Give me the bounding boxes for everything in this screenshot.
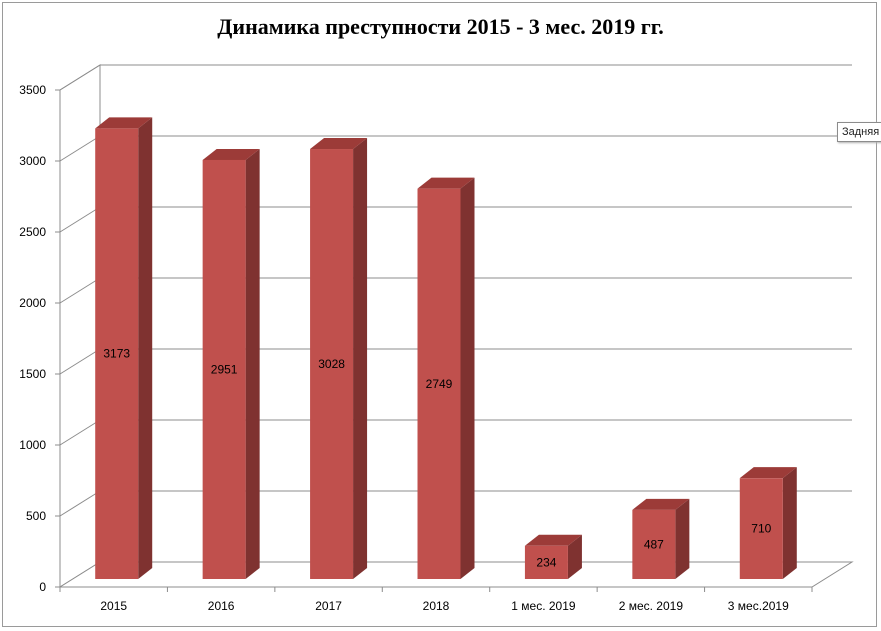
- data-label: 3028: [318, 357, 345, 371]
- side-wall: [59, 64, 101, 588]
- bar: [95, 128, 139, 579]
- bar-top: [310, 138, 368, 150]
- bar-side: [782, 467, 797, 579]
- gridline-diagonal: [59, 206, 101, 233]
- data-label: 3173: [103, 347, 130, 361]
- tooltip: Задняя: [837, 122, 881, 142]
- bar: [417, 188, 461, 579]
- data-label: 710: [751, 522, 771, 536]
- bar: [739, 478, 783, 579]
- x-tick-label: 3 мес.2019: [728, 599, 789, 613]
- bar-side: [353, 138, 368, 580]
- x-tick-label: 2015: [100, 599, 127, 613]
- y-tick-label: 3500: [19, 83, 46, 97]
- bar-top: [632, 498, 690, 510]
- gridline-diagonal: [59, 277, 101, 304]
- bar-top: [202, 148, 260, 160]
- bar: [310, 149, 354, 580]
- y-tick-label: 1000: [19, 438, 46, 452]
- gridline-diagonal: [59, 490, 101, 517]
- gridline-diagonal: [59, 64, 101, 91]
- data-label: 2749: [426, 377, 453, 391]
- data-label: 487: [644, 537, 664, 551]
- bar-side: [245, 148, 260, 579]
- y-tick-label: 2000: [19, 296, 46, 310]
- bar-side: [567, 534, 582, 579]
- bar-top: [524, 534, 582, 546]
- bar: [632, 509, 676, 579]
- gridline-diagonal: [59, 348, 101, 375]
- bar-top: [417, 177, 475, 189]
- bar-side: [460, 177, 475, 579]
- data-label: 234: [536, 555, 556, 569]
- x-tick-label: 1 мес. 2019: [511, 599, 576, 613]
- y-tick-label: 1500: [19, 367, 46, 381]
- bar-side: [138, 117, 153, 580]
- bar-side: [675, 498, 690, 579]
- y-tick-label: 0: [39, 580, 46, 594]
- bar-top: [739, 467, 797, 479]
- x-tick-label: 2018: [423, 599, 450, 613]
- bar-top: [95, 117, 153, 129]
- gridline-diagonal: [59, 135, 101, 162]
- data-label: 2951: [211, 362, 238, 376]
- bar: [202, 159, 246, 579]
- chart-title: Динамика преступности 2015 - 3 мес. 2019…: [217, 14, 664, 39]
- bar: [524, 545, 568, 579]
- x-tick-label: 2 мес. 2019: [619, 599, 684, 613]
- y-tick-label: 3000: [19, 154, 46, 168]
- y-tick-label: 2500: [19, 225, 46, 239]
- x-tick-label: 2017: [315, 599, 342, 613]
- y-tick-label: 500: [26, 509, 46, 523]
- gridline-diagonal: [59, 419, 101, 446]
- x-tick-label: 2016: [208, 599, 235, 613]
